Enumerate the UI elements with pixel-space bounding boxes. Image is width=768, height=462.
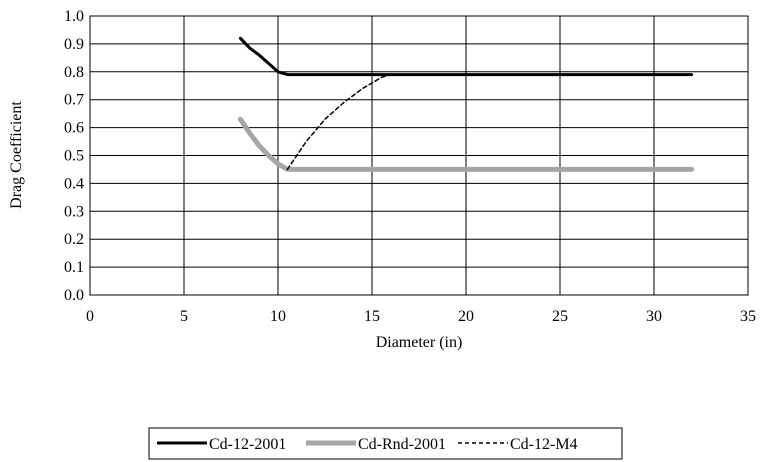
y-axis-tick-labels: 0.0 0.1 0.2 0.3 0.4 0.5 0.6 0.7 0.8 0.9 1.0 [64, 8, 84, 304]
legend-label: Cd-12-M4 [510, 436, 578, 453]
x-tick-label: 0 [86, 308, 94, 325]
y-tick-label: 0.5 [64, 148, 84, 165]
legend: Cd-12-2001 Cd-Rnd-2001 Cd-12-M4 [148, 427, 623, 460]
series-lines [237, 36, 695, 172]
x-tick-label: 15 [364, 308, 380, 325]
y-tick-label: 0.8 [64, 64, 84, 81]
y-axis-label: Drag Coefficient [8, 101, 25, 209]
x-tick-label: 5 [180, 308, 188, 325]
x-tick-label: 30 [646, 308, 662, 325]
legend-box [148, 427, 623, 460]
x-tick-label: 35 [740, 308, 756, 325]
x-tick-label: 25 [552, 308, 568, 325]
plot-border [89, 15, 749, 296]
legend-label: Cd-Rnd-2001 [358, 436, 446, 453]
y-tick-label: 0.2 [64, 231, 84, 248]
x-tick-label: 20 [458, 308, 474, 325]
y-tick-label: 0.1 [64, 259, 84, 276]
legend-items: Cd-12-2001 Cd-Rnd-2001 Cd-12-M4 [157, 436, 578, 453]
legend-label: Cd-12-2001 [209, 436, 286, 453]
x-axis-tick-labels: 0 5 10 15 20 25 30 35 [86, 308, 756, 325]
y-tick-label: 0.3 [64, 203, 84, 220]
series-line-cd-12-m4 [286, 73, 392, 171]
y-tick-label: 0.4 [64, 175, 84, 192]
series-line-cd-12-2001 [238, 36, 694, 77]
plot-area [89, 15, 749, 296]
gridlines [90, 16, 748, 295]
y-tick-label: 0.9 [64, 36, 84, 53]
y-tick-label: 0.0 [64, 287, 84, 304]
y-tick-label: 1.0 [64, 8, 84, 25]
y-tick-label: 0.6 [64, 120, 84, 137]
x-tick-label: 10 [270, 308, 286, 325]
y-tick-label: 0.7 [64, 92, 84, 109]
x-axis-label: Diameter (in) [376, 334, 463, 351]
